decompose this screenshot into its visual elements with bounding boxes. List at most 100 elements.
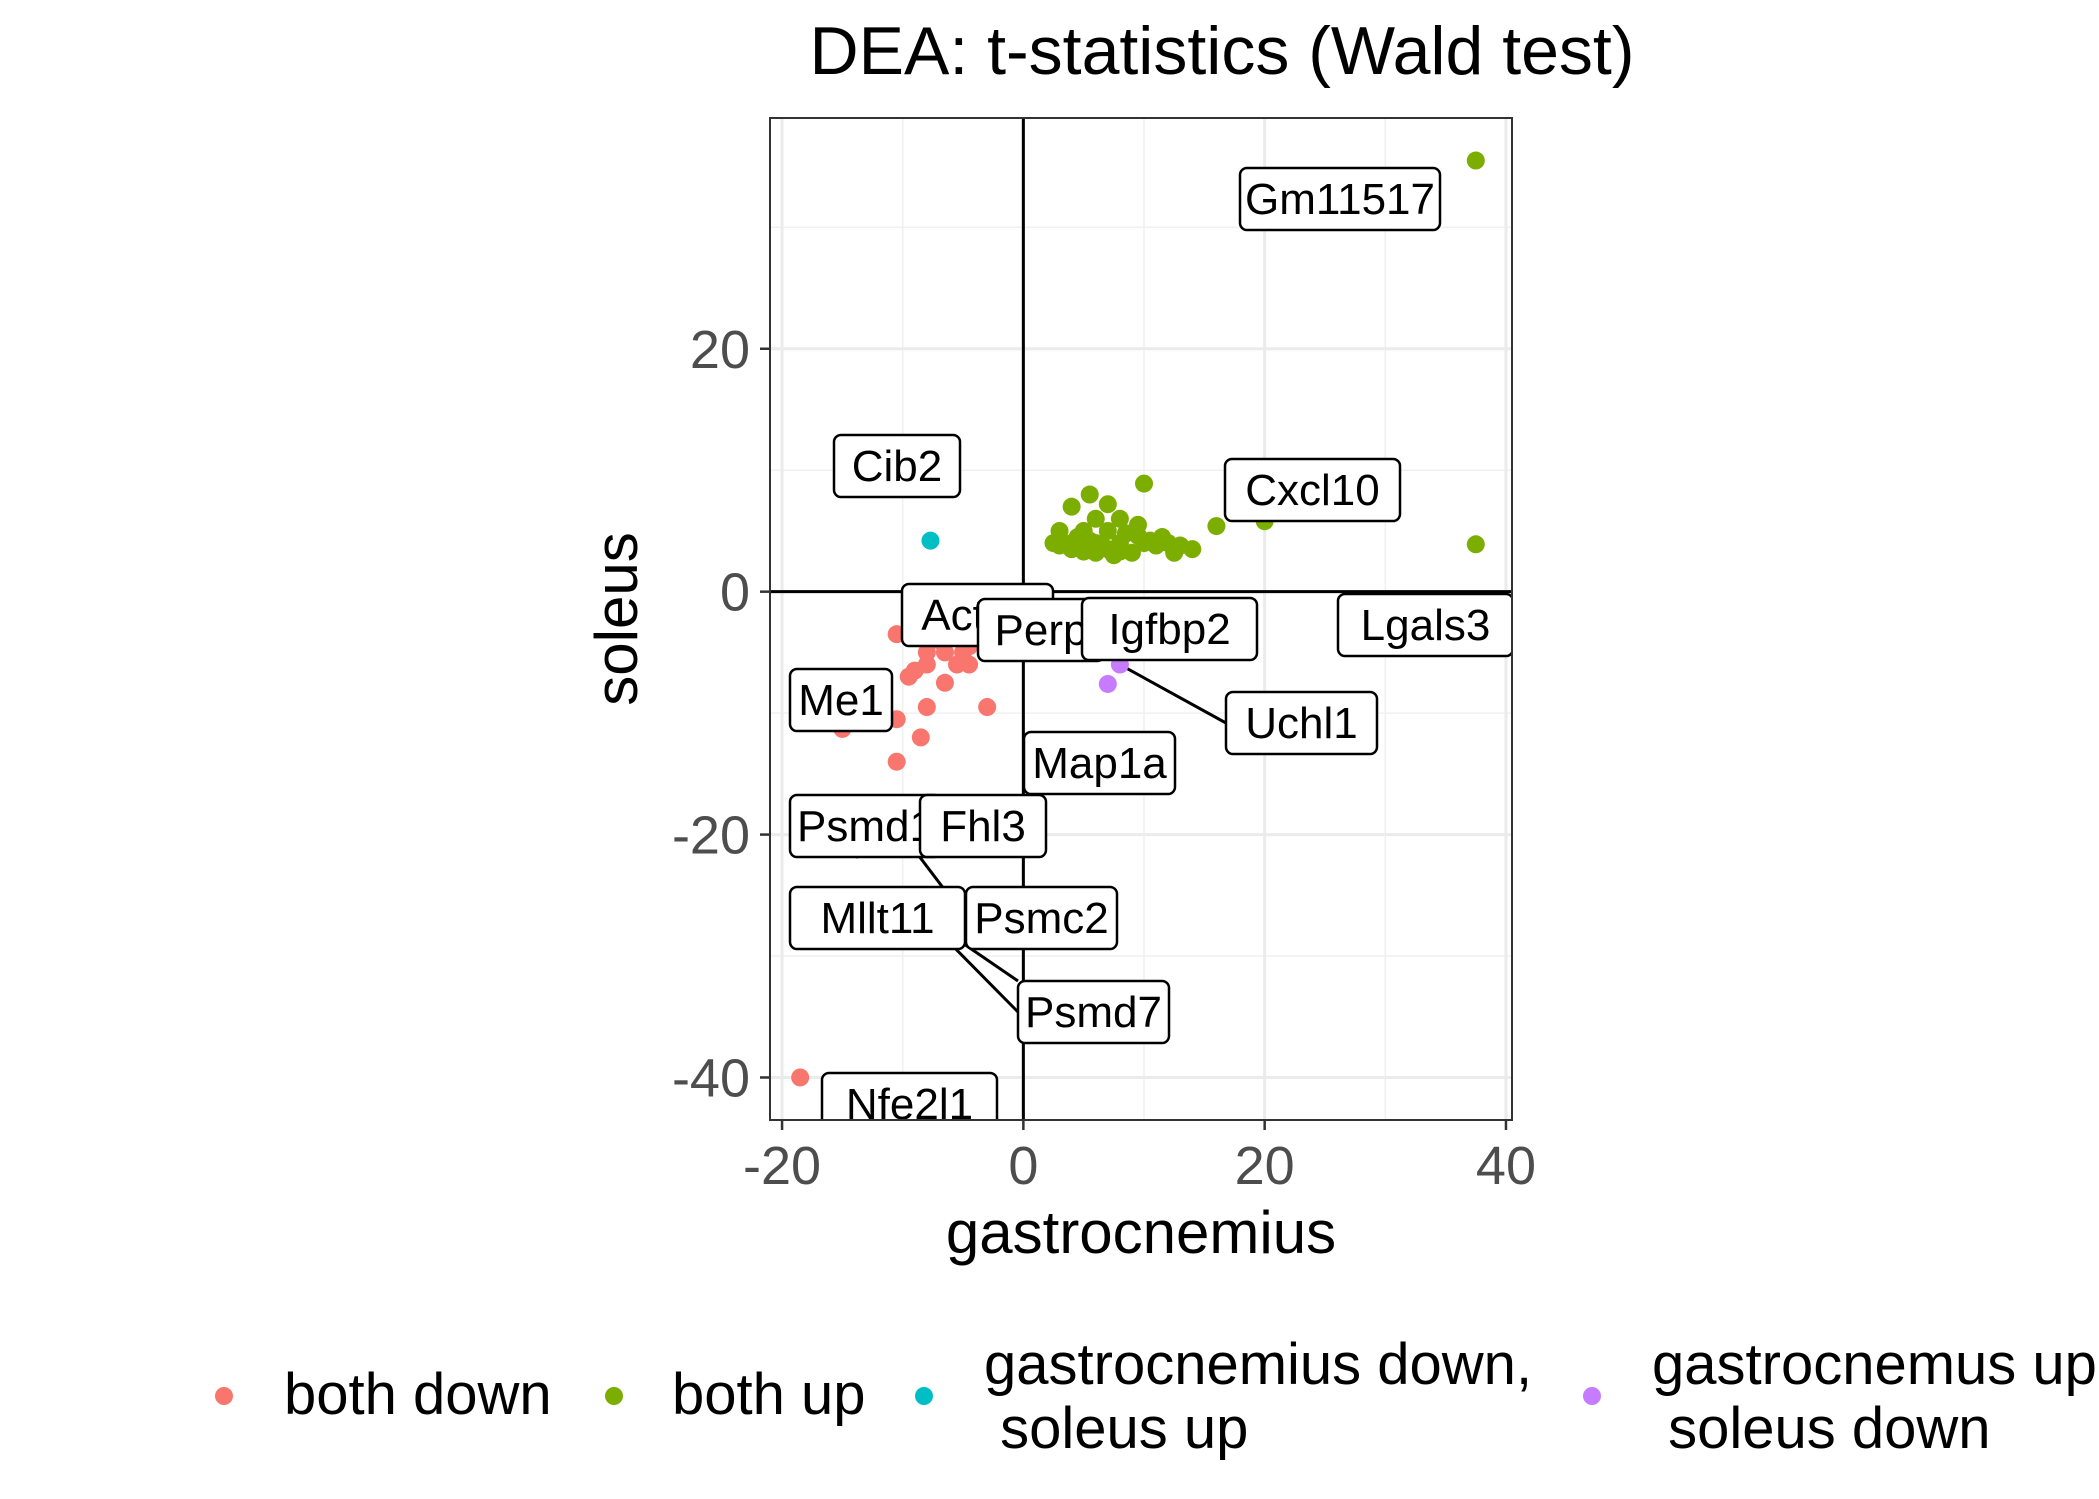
- gene-label-box: [1336, 592, 1512, 658]
- gene-label-igfbp2: Igfbp2: [1080, 596, 1259, 662]
- gene-label-me1: Me1: [788, 667, 894, 733]
- gene-label-text: Gm11517: [1245, 175, 1435, 224]
- gene-label-box: [918, 793, 1048, 859]
- gene-label-fhl3: Fhl3: [918, 793, 1048, 859]
- data-point: [1466, 535, 1485, 554]
- data-point: [1183, 540, 1202, 559]
- data-point: [1135, 474, 1154, 493]
- gene-label-text: Me1: [798, 676, 884, 725]
- legend-label-line: gastrocnemius down,: [984, 1332, 1532, 1397]
- x-tick-label: 0: [1008, 1136, 1038, 1196]
- x-axis-title: gastrocnemius: [946, 1199, 1336, 1266]
- data-point: [1098, 674, 1117, 693]
- y-tick-label: 0: [720, 563, 750, 623]
- data-point: [1165, 543, 1184, 562]
- data-point: [978, 698, 997, 717]
- x-tick-label: -20: [743, 1136, 821, 1196]
- gene-label-box: [820, 1071, 999, 1120]
- x-tick-label: 40: [1476, 1136, 1536, 1196]
- data-point: [1466, 151, 1485, 170]
- data-point: [1080, 485, 1099, 504]
- chart-title: DEA: t-statistics (Wald test): [810, 13, 1635, 89]
- gene-label-box: [1223, 457, 1402, 523]
- gene-label-box: [788, 885, 967, 951]
- x-axis-ticks: -20 0 20 40: [743, 1120, 1536, 1196]
- gene-label-text: Psmd7: [1025, 988, 1162, 1037]
- legend-key: [605, 1387, 623, 1405]
- data-point: [917, 643, 936, 662]
- legend-label: gastrocnemius down, soleus up: [984, 1332, 1532, 1461]
- gene-label-text: Psmd1: [797, 802, 934, 851]
- gene-label-text: Perp: [995, 606, 1088, 655]
- gene-label-text: Cib2: [852, 442, 943, 491]
- gene-label-text: Psmc2: [974, 894, 1108, 943]
- legend-label-line: soleus up: [984, 1396, 1248, 1461]
- gene-label-cxcl10: Cxcl10: [1223, 457, 1402, 523]
- gene-label-nfe2l1: Nfe2l1: [820, 1071, 999, 1129]
- gene-label-text: Igfbp2: [1108, 605, 1230, 654]
- legend-label: gastrocnemus up soleus down: [1652, 1332, 2097, 1461]
- data-point: [960, 655, 979, 674]
- data-point: [1098, 521, 1117, 540]
- gene-label-cib2: Cib2: [832, 433, 962, 499]
- legend-key: [215, 1387, 233, 1405]
- data-point: [1110, 509, 1129, 528]
- data-point: [1098, 495, 1117, 514]
- gene-label-psmd7: Psmd7: [1016, 979, 1171, 1045]
- gene-label-text: Nfe2l1: [846, 1080, 973, 1129]
- data-point: [899, 667, 918, 686]
- data-point: [1207, 517, 1226, 536]
- gene-label-text: Fhl3: [940, 802, 1026, 851]
- legend-key: [915, 1387, 933, 1405]
- gene-label-text: Uchl1: [1245, 699, 1358, 748]
- legend-label-line: both down: [284, 1362, 552, 1427]
- gene-label-box: [1224, 690, 1379, 756]
- data-point: [935, 673, 954, 692]
- legend-label: both up: [672, 1362, 866, 1427]
- legend-label-line: soleus down: [1652, 1396, 1991, 1461]
- gene-label-box: [1022, 730, 1177, 796]
- data-point: [921, 531, 940, 550]
- gene-label-box: [788, 667, 894, 733]
- data-point: [1044, 534, 1063, 553]
- data-point: [911, 728, 930, 747]
- gene-label-box: [1238, 166, 1442, 232]
- leader-line: [1119, 663, 1227, 725]
- y-axis-ticks: -40 -20 0 20: [672, 320, 770, 1108]
- gene-label-mllt11: Mllt11: [788, 885, 967, 951]
- gene-label-uchl1: Uchl1: [1224, 690, 1379, 756]
- data-point: [1086, 509, 1105, 528]
- legend-key: [1583, 1387, 1601, 1405]
- data-point: [887, 752, 906, 771]
- gene-label-lgals3: Lgals3: [1336, 592, 1512, 658]
- data-point: [1086, 543, 1105, 562]
- y-tick-label: -40: [672, 1048, 750, 1108]
- gene-label-map1a: Map1a: [1022, 730, 1177, 796]
- y-tick-label: 20: [690, 320, 750, 380]
- gene-label-text: Cxcl10: [1245, 466, 1380, 515]
- data-point: [917, 698, 936, 717]
- data-point: [1062, 497, 1081, 516]
- gene-label-box: [832, 433, 962, 499]
- gene-label-text: Map1a: [1032, 739, 1167, 788]
- data-point: [1153, 528, 1172, 547]
- data-point: [791, 1068, 810, 1087]
- gene-label-box: [1080, 596, 1259, 662]
- panel-border: [769, 117, 1513, 1121]
- legend: both down both up gastrocnemius down, sole…: [215, 1332, 2097, 1461]
- y-axis-title: soleus: [583, 532, 650, 705]
- legend-label-line: gastrocnemus up: [1652, 1332, 2097, 1397]
- data-point: [1062, 540, 1081, 559]
- data-point: [1110, 542, 1129, 561]
- gene-label-text: Mllt11: [820, 894, 934, 943]
- gene-label-psmc2: Psmc2: [964, 885, 1119, 951]
- gene-label-gm11517: Gm11517: [1238, 166, 1442, 232]
- legend-label: both down: [284, 1362, 552, 1427]
- gene-label-text: Lgals3: [1361, 601, 1491, 650]
- x-tick-label: 20: [1235, 1136, 1295, 1196]
- gene-label-box: [1016, 979, 1171, 1045]
- y-tick-label: -20: [672, 806, 750, 866]
- gene-label-psmd1: Psmd1: [788, 793, 943, 859]
- gene-label-perp: Perp: [976, 597, 1106, 663]
